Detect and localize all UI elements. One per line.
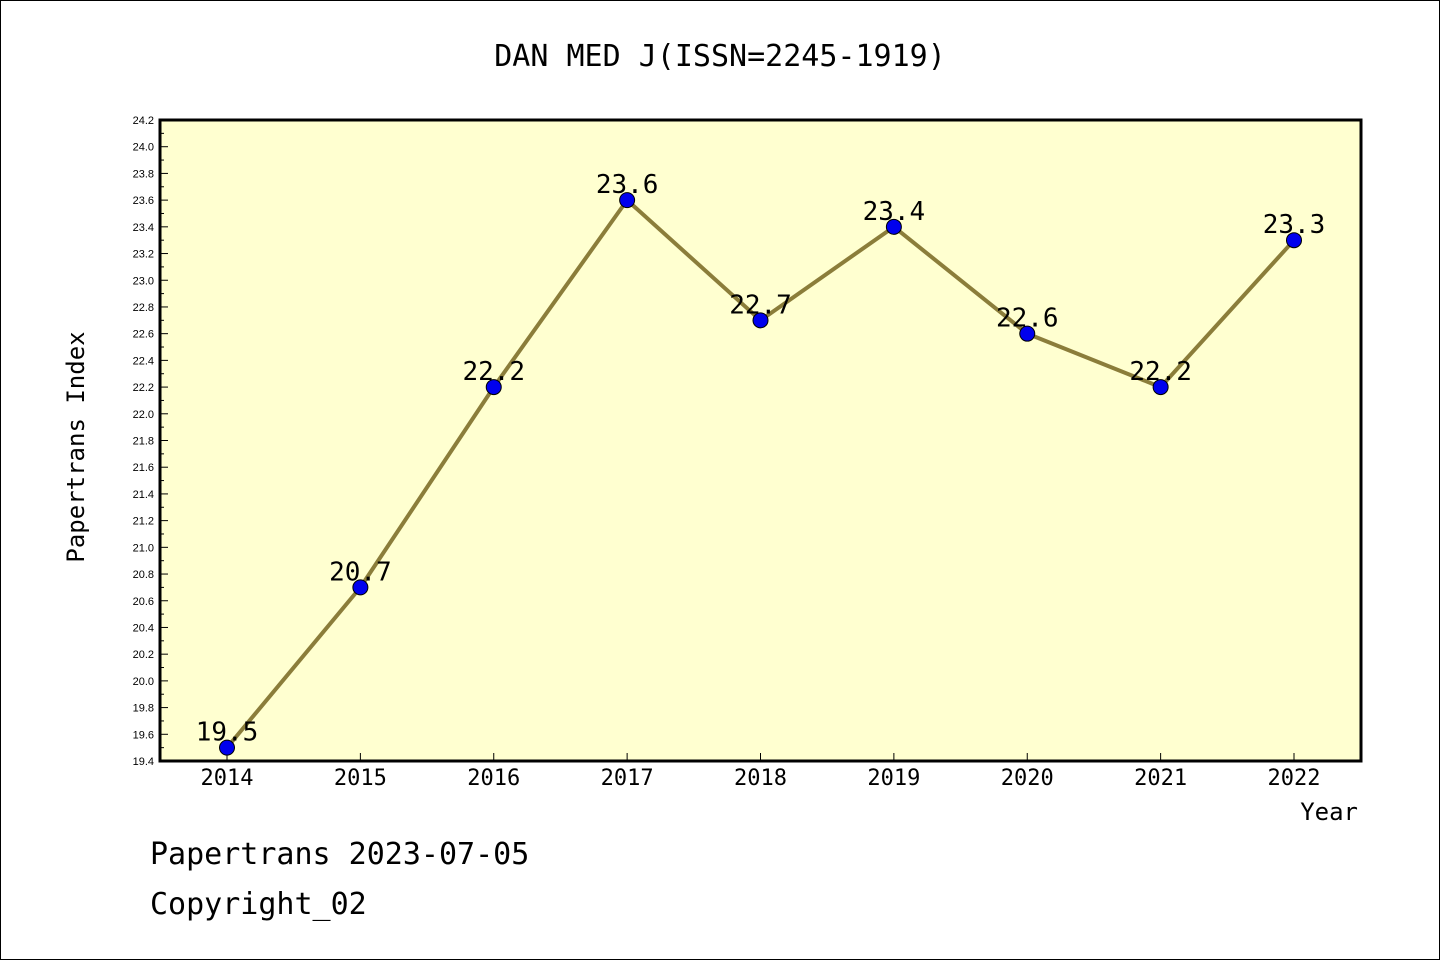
data-label: 22.7 xyxy=(729,290,792,320)
data-point xyxy=(1019,325,1036,342)
footer-date: Papertrans 2023-07-05 xyxy=(150,837,529,872)
data-label: 20.7 xyxy=(329,557,392,587)
y-tick-label: 22.2 xyxy=(133,382,154,394)
x-tick-label: 2014 xyxy=(201,766,254,791)
y-tick-label: 22.0 xyxy=(133,409,154,421)
x-tick-label: 2021 xyxy=(1134,766,1187,791)
y-tick-label: 20.4 xyxy=(133,622,154,634)
y-tick-label: 23.0 xyxy=(133,275,154,287)
y-tick-label: 23.6 xyxy=(133,195,154,207)
data-point xyxy=(619,192,636,209)
data-label: 23.3 xyxy=(1263,210,1326,240)
y-tick-label: 19.6 xyxy=(133,729,154,741)
y-tick-label: 20.6 xyxy=(133,596,154,608)
y-tick-label: 20.0 xyxy=(133,676,154,688)
x-tick-label: 2020 xyxy=(1001,766,1054,791)
y-tick-label: 20.2 xyxy=(133,649,154,661)
data-point xyxy=(485,379,502,396)
data-points xyxy=(219,192,1302,756)
data-labels: 19.5 20.7 22.2 23.6 22.7 23.4 22.6 22.2 23.3 xyxy=(196,170,1326,748)
data-point xyxy=(1152,379,1169,396)
x-tick-label: 2019 xyxy=(867,766,920,791)
data-point xyxy=(219,739,235,756)
data-label: 22.6 xyxy=(996,304,1059,334)
y-tick-label: 20.8 xyxy=(133,569,154,581)
data-label: 19.5 xyxy=(196,718,259,748)
x-tick-label: 2017 xyxy=(601,766,654,791)
data-label: 23.4 xyxy=(863,197,926,227)
data-point xyxy=(885,218,902,235)
y-tick-label: 21.0 xyxy=(133,542,154,554)
data-label: 22.2 xyxy=(1129,357,1192,387)
y-tick-label: 24.0 xyxy=(133,142,154,154)
data-label: 22.2 xyxy=(462,357,525,387)
y-tick-label: 19.4 xyxy=(133,756,154,768)
y-tick-label: 22.8 xyxy=(133,302,154,314)
y-tick-label: 23.4 xyxy=(133,222,154,234)
x-axis-label: Year xyxy=(1300,798,1358,826)
x-tick-label: 2018 xyxy=(734,766,787,791)
data-label: 23.6 xyxy=(596,170,659,200)
x-tick-label: 2016 xyxy=(467,766,520,791)
y-axis-label: Papertrans Index xyxy=(62,331,90,562)
y-tick-label: 22.4 xyxy=(133,355,154,367)
y-tick-label: 21.2 xyxy=(133,516,154,528)
y-tick-label: 21.6 xyxy=(133,462,154,474)
x-tick-label: 2015 xyxy=(334,766,387,791)
chart-title: DAN MED J(ISSN=2245-1919) xyxy=(494,39,946,74)
y-tick-label: 22.6 xyxy=(133,329,154,341)
footer-copyright: Copyright_02 xyxy=(150,887,367,922)
plot-area xyxy=(160,120,1361,761)
y-tick-label: 24.2 xyxy=(133,115,154,127)
y-tick-label: 19.8 xyxy=(133,703,154,715)
y-tick-label: 23.8 xyxy=(133,168,154,180)
data-point xyxy=(352,579,369,596)
x-axis: 2014 2015 2016 2017 2018 2019 2020 2021 2022 xyxy=(201,753,1321,791)
plot-border xyxy=(158,118,1363,763)
y-tick-label: 21.4 xyxy=(133,489,154,501)
y-tick-label: 21.8 xyxy=(133,436,154,448)
data-point xyxy=(1286,232,1302,249)
data-point xyxy=(752,312,769,329)
y-tick-label: 23.2 xyxy=(133,249,154,261)
x-tick-label: 2022 xyxy=(1268,766,1321,791)
